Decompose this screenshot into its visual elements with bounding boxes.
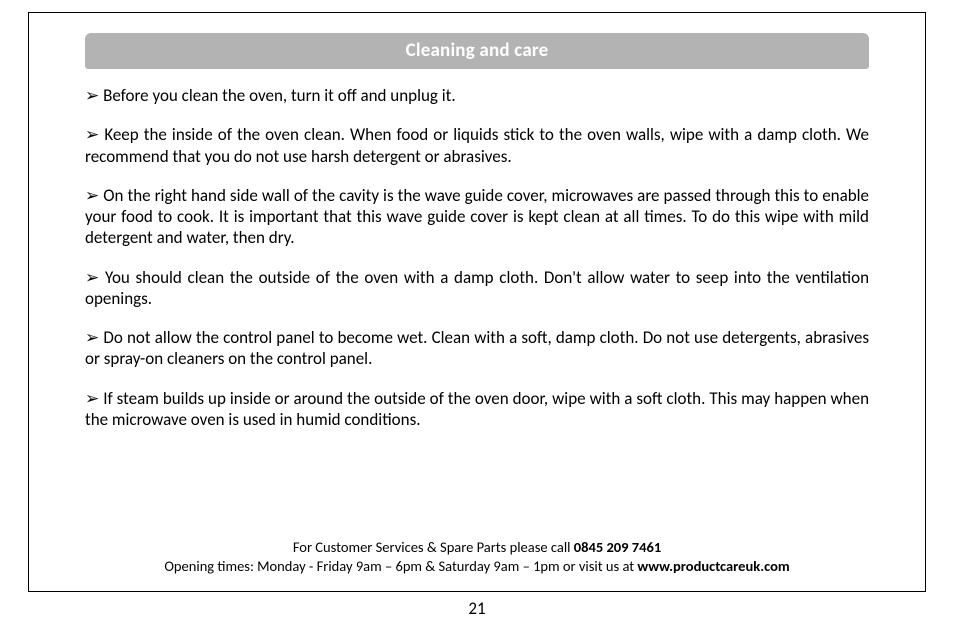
content-frame: Cleaning and care ➢ Before you clean the… [28, 12, 926, 592]
bullet-icon: ➢ [85, 388, 99, 409]
footer-text: For Customer Services & Spare Parts plea… [293, 538, 574, 556]
list-item-text: On the right hand side wall of the cavit… [85, 185, 869, 249]
footer-line-1: For Customer Services & Spare Parts plea… [85, 538, 869, 558]
footer: For Customer Services & Spare Parts plea… [85, 538, 869, 581]
list-item: ➢ If steam builds up inside or around th… [85, 388, 869, 431]
list-item-text: Before you clean the oven, turn it off a… [103, 85, 456, 106]
list-item-text: You should clean the outside of the oven… [85, 267, 869, 309]
list-item: ➢ On the right hand side wall of the cav… [85, 185, 869, 249]
list-item-text: If steam builds up inside or around the … [85, 388, 869, 430]
page: Cleaning and care ➢ Before you clean the… [0, 0, 954, 636]
list-item: ➢ Do not allow the control panel to beco… [85, 327, 869, 370]
bullet-icon: ➢ [85, 267, 99, 288]
bullet-list: ➢ Before you clean the oven, turn it off… [85, 85, 869, 538]
list-item: ➢ Before you clean the oven, turn it off… [85, 85, 869, 106]
list-item-text: Do not allow the control panel to become… [85, 327, 869, 369]
footer-line-2: Opening times: Monday - Friday 9am – 6pm… [85, 557, 869, 577]
footer-site: www.productcareuk.com [637, 557, 789, 575]
bullet-icon: ➢ [85, 124, 99, 145]
footer-phone: 0845 209 7461 [574, 538, 661, 556]
page-number: 21 [28, 598, 926, 619]
list-item: ➢ You should clean the outside of the ov… [85, 267, 869, 310]
footer-text: Opening times: Monday - Friday 9am – 6pm… [164, 557, 637, 575]
list-item: ➢ Keep the inside of the oven clean. Whe… [85, 124, 869, 167]
section-title: Cleaning and care [85, 33, 869, 69]
bullet-icon: ➢ [85, 327, 99, 348]
bullet-icon: ➢ [85, 185, 99, 206]
bullet-icon: ➢ [85, 85, 99, 106]
list-item-text: Keep the inside of the oven clean. When … [85, 124, 869, 166]
